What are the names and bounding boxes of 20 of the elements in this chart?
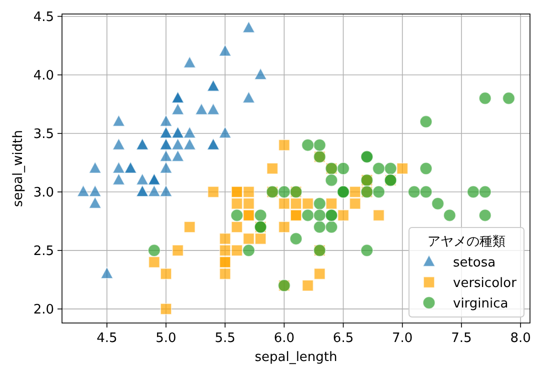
x-tick-label: 6.0 (274, 331, 295, 346)
y-axis-title: sepal_width (11, 130, 26, 207)
legend-title: アヤメの種類 (428, 234, 506, 250)
x-tick-label: 5.5 (214, 331, 236, 346)
x-tick-label: 7.5 (451, 331, 472, 346)
x-tick-label: 5.0 (156, 331, 176, 346)
x-tick-label: 7.0 (392, 331, 413, 346)
x-axis-title: sepal_length (254, 350, 338, 365)
x-tick-label: 4.5 (96, 331, 118, 346)
legend-label: setosa (453, 255, 496, 270)
y-tick-label: 2.5 (33, 244, 54, 259)
legend-label: versicolor (453, 276, 518, 291)
y-tick-label: 2.0 (33, 302, 54, 318)
legend-label: virginica (453, 296, 508, 312)
x-tick-label: 8.0 (510, 331, 531, 346)
y-tick-label: 3.0 (33, 185, 54, 200)
y-tick-label: 4.5 (33, 10, 54, 25)
y-tick-label: 4.0 (33, 68, 54, 84)
y-tick-label: 3.5 (33, 126, 54, 142)
x-tick-label: 6.5 (332, 331, 354, 346)
